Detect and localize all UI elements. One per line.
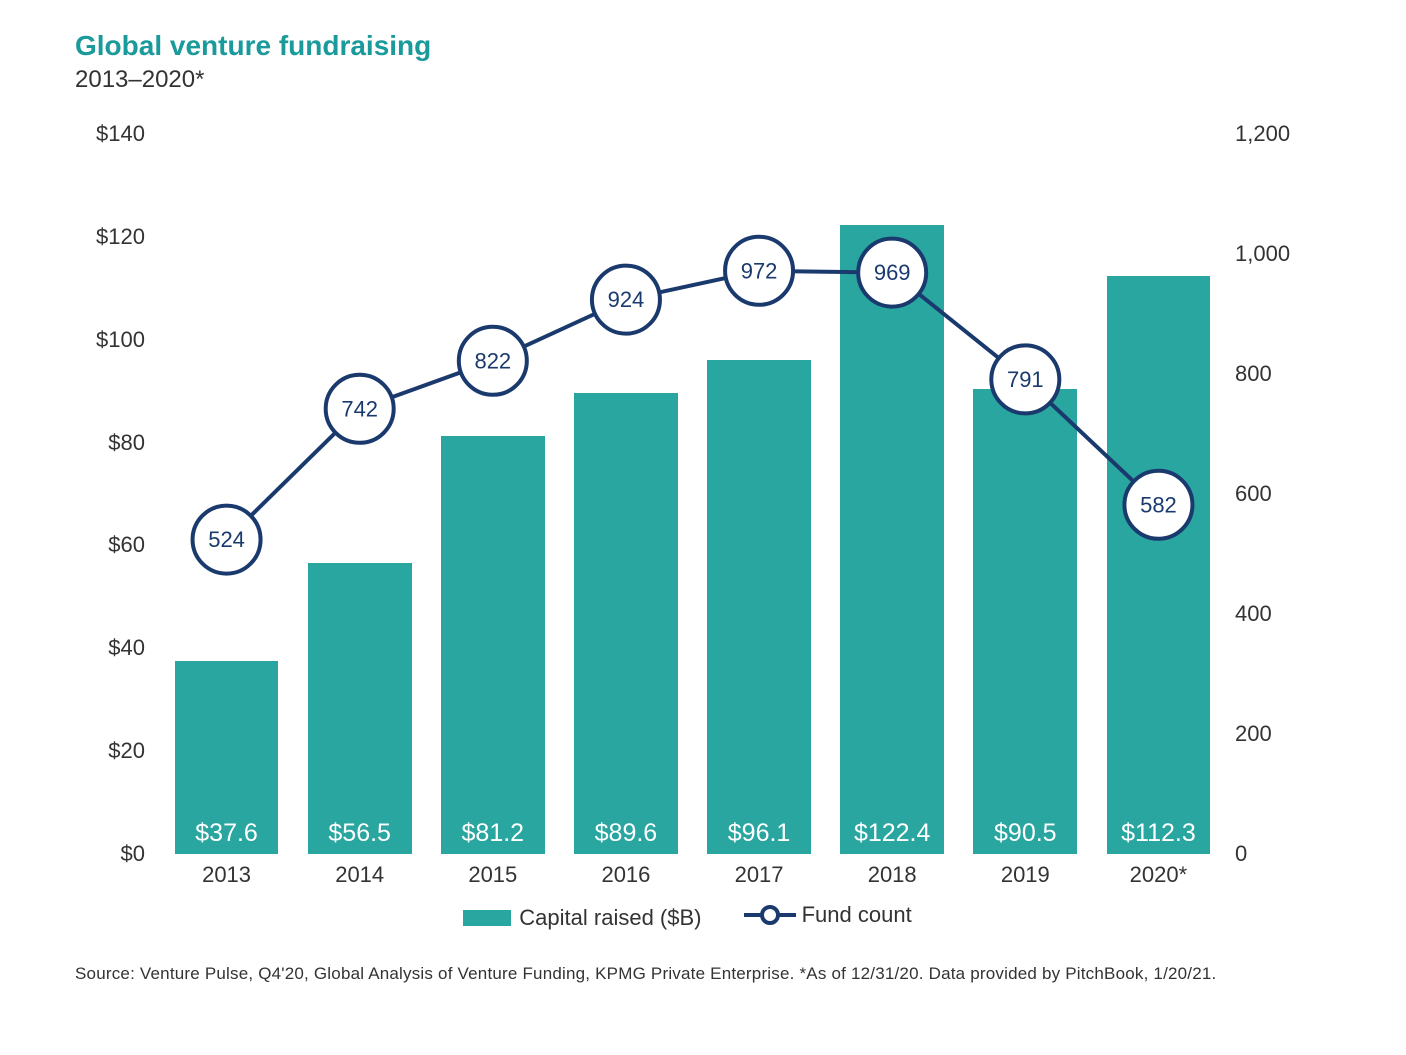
y-left-tick: $40 [108,635,145,661]
line-marker-label: 972 [741,258,778,283]
x-axis-label: 2017 [735,862,784,888]
line-marker-label: 742 [341,396,378,421]
legend-swatch-bar [463,910,511,926]
y-left-tick: $100 [96,327,145,353]
x-axis-label: 2014 [335,862,384,888]
y-right-tick: 200 [1235,721,1272,747]
y-right-tick: 1,200 [1235,121,1290,147]
line-marker-label: 582 [1140,492,1177,517]
y-left-tick: $140 [96,121,145,147]
y-left-tick: $60 [108,532,145,558]
legend-item-bars: Capital raised ($B) [463,905,701,931]
legend-swatch-line [744,904,796,926]
line-marker-label: 924 [608,287,645,312]
y-right-tick: 800 [1235,361,1272,387]
y-left-tick: $0 [121,841,145,867]
x-axis-labels: 2013 2014 2015 2016 2017 2018 2019 2020* [160,862,1225,902]
legend-label-line: Fund count [802,902,912,928]
y-right-tick: 0 [1235,841,1247,867]
y-left-tick: $120 [96,224,145,250]
chart-title: Global venture fundraising [75,30,1351,62]
legend-item-line: Fund count [744,902,912,928]
x-axis-label: 2015 [468,862,517,888]
line-marker-label: 969 [874,260,911,285]
line-marker-label: 524 [208,527,245,552]
legend-label-bars: Capital raised ($B) [519,905,701,931]
plot-area: $37.6$56.5$81.2$89.6$96.1$122.4$90.5$112… [160,134,1225,854]
y-axis-left: $0$20$40$60$80$100$120$140 [75,134,155,854]
line-layer: 524 742 822 924 972 969 791 582 [160,134,1225,854]
y-axis-right: 02004006008001,0001,200 [1225,134,1305,854]
y-right-tick: 400 [1235,601,1272,627]
chart-subtitle: 2013–2020* [75,66,1351,94]
y-left-tick: $80 [108,430,145,456]
y-right-tick: 600 [1235,481,1272,507]
x-axis-label: 2016 [601,862,650,888]
y-right-tick: 1,000 [1235,241,1290,267]
line-marker-label: 791 [1007,367,1044,392]
y-left-tick: $20 [108,738,145,764]
chart-source: Source: Venture Pulse, Q4'20, Global Ana… [75,964,1351,984]
x-axis-label: 2013 [202,862,251,888]
line-marker-label: 822 [474,348,511,373]
x-axis-label: 2020* [1130,862,1188,888]
chart-area: $0$20$40$60$80$100$120$140 0200400600800… [75,134,1300,914]
chart-container: Global venture fundraising 2013–2020* $0… [0,0,1406,1055]
x-axis-label: 2018 [868,862,917,888]
x-axis-label: 2019 [1001,862,1050,888]
chart-legend: Capital raised ($B) Fund count [75,902,1300,932]
